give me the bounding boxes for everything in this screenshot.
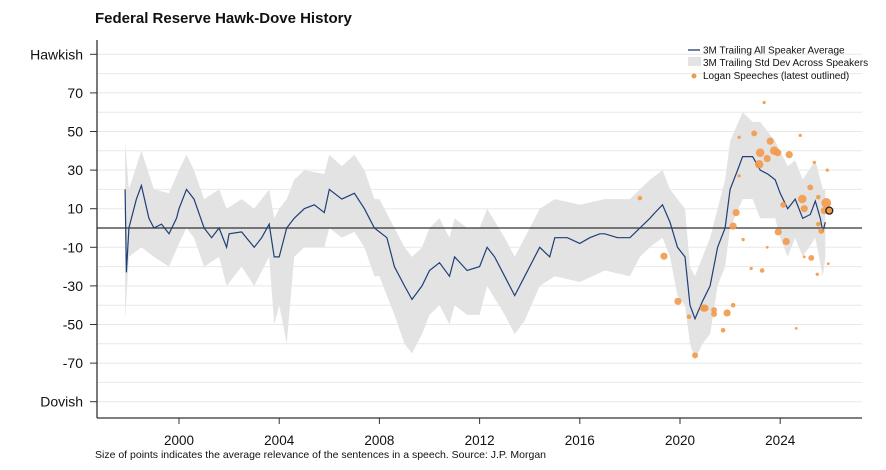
logan-speech-point — [763, 154, 771, 163]
logan-speech-points — [637, 100, 834, 359]
logan-speech-point — [780, 201, 787, 208]
legend-label-average: 3M Trailing All Speaker Average — [703, 46, 845, 57]
logan-speech-point — [785, 151, 793, 159]
logan-speech-point — [749, 266, 753, 271]
logan-speech-point — [741, 237, 745, 242]
logan-speech-point — [720, 327, 726, 333]
logan-speech-point — [737, 135, 741, 139]
logan-speech-point — [754, 160, 764, 169]
logan-speech-point — [808, 254, 815, 261]
logan-speech-point — [807, 184, 814, 191]
logan-speech-point — [797, 194, 807, 204]
logan-speech-point — [686, 314, 692, 320]
legend-label-std-dev: 3M Trailing Std Dev Across Speakers — [703, 58, 868, 69]
logan-speech-point — [818, 227, 825, 234]
logan-speech-point — [729, 222, 737, 230]
logan-speech-point — [794, 326, 798, 330]
logan-speech-point — [762, 100, 766, 105]
logan-speech-point — [815, 221, 821, 227]
x-tick-label: 2004 — [264, 433, 295, 448]
std-dev-band — [125, 112, 826, 360]
latest-logan-speech-point — [825, 206, 834, 215]
y-tick-label: -50 — [63, 317, 83, 333]
y-tick-label: Hawkish — [30, 46, 83, 62]
legend-label-logan: Logan Speeches (latest outlined) — [703, 71, 849, 82]
footnote: Size of points indicates the average rel… — [95, 449, 546, 461]
logan-speech-point — [701, 304, 709, 312]
std-dev-band-area — [125, 112, 826, 360]
x-tick-label: 2012 — [465, 433, 495, 448]
logan-speech-point — [732, 208, 740, 217]
logan-speech-point — [825, 168, 829, 172]
logan-speech-point — [751, 130, 758, 137]
logan-speech-point — [782, 237, 790, 246]
y-tick-label: -70 — [63, 355, 83, 371]
y-tick-label: Dovish — [40, 394, 83, 410]
legend-band-swatch — [688, 57, 701, 66]
logan-speech-point — [737, 174, 741, 178]
y-tick-label: 70 — [67, 85, 83, 101]
x-tick-label: 2008 — [364, 433, 394, 448]
logan-speech-point — [800, 205, 808, 213]
average-line — [124, 156, 826, 321]
x-tick-label: 2016 — [565, 433, 595, 448]
logan-speech-point — [821, 198, 832, 208]
logan-speech-point — [692, 352, 698, 359]
y-tick-label: 50 — [67, 124, 83, 140]
logan-speech-point — [759, 268, 765, 273]
y-tick-label: -30 — [63, 278, 83, 294]
logan-speech-point — [826, 262, 830, 266]
legend: 3M Trailing All Speaker Average 3M Trail… — [688, 46, 868, 82]
logan-speech-point — [711, 307, 718, 313]
x-tick-label: 2000 — [164, 433, 194, 448]
logan-speech-point — [815, 194, 821, 200]
logan-speech-point — [802, 255, 806, 259]
x-tick-label: 2024 — [765, 433, 796, 448]
logan-speech-point — [674, 297, 682, 305]
y-tick-label: 30 — [67, 162, 83, 178]
logan-speech-point — [774, 228, 782, 236]
y-tick-label: 10 — [67, 201, 83, 217]
logan-speech-point — [812, 160, 816, 165]
logan-speech-point — [815, 272, 819, 276]
logan-speech-point — [723, 309, 731, 317]
average-series-line — [124, 156, 826, 321]
logan-speech-point — [660, 252, 668, 260]
logan-speech-point — [774, 149, 782, 157]
logan-speech-point — [730, 302, 736, 308]
logan-speech-point — [711, 311, 718, 318]
logan-speech-point — [765, 245, 769, 249]
chart-title: Federal Reserve Hawk-Dove History — [95, 10, 352, 27]
logan-speech-point — [637, 195, 643, 201]
logan-speech-point — [766, 137, 774, 145]
y-tick-label: -10 — [63, 239, 83, 255]
logan-speech-point — [755, 148, 765, 157]
logan-speech-point — [798, 133, 802, 138]
x-tick-label: 2020 — [665, 433, 695, 448]
legend-dot-swatch — [691, 73, 697, 79]
axes: Hawkish 70 50 30 10 -10 -30 -50 -70 Dovish 2000 200… — [30, 40, 862, 448]
